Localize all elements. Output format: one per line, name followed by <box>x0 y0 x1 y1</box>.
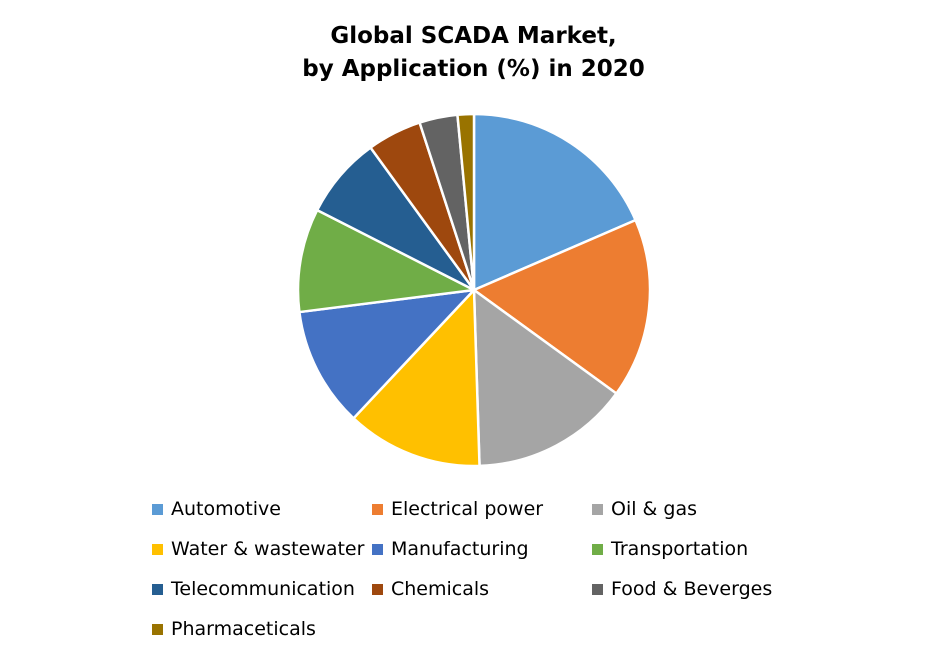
legend-item-pharmaceticals: Pharmaceticals <box>152 614 316 644</box>
legend-label: Transportation <box>611 538 749 560</box>
legend-item-telecommunication: Telecommunication <box>152 574 355 604</box>
legend-swatch <box>152 583 163 595</box>
legend-item-oil-gas: Oil & gas <box>592 494 697 524</box>
pie-slice-manufacturing <box>298 288 476 420</box>
legend-swatch <box>592 543 603 555</box>
legend-item-chemicals: Chemicals <box>372 574 489 604</box>
chart-title-line-1: Global SCADA Market, <box>330 23 617 49</box>
legend-swatch <box>372 503 383 515</box>
legend-label: Electrical power <box>391 498 544 520</box>
legend-item-manufacturing: Manufacturing <box>372 534 529 564</box>
legend-swatch <box>152 623 163 635</box>
legend-label: Manufacturing <box>391 538 529 560</box>
legend-label: Telecommunication <box>171 578 355 600</box>
pie-slice-pharmaceticals <box>456 112 476 292</box>
legend-item-water-wastewater: Water & wastewater <box>152 534 364 564</box>
legend-item-food-beverges: Food & Beverges <box>592 574 772 604</box>
legend-swatch <box>372 543 383 555</box>
pie-slice-oil-gas <box>472 288 618 468</box>
legend-label: Pharmaceticals <box>171 618 316 640</box>
chart-title: Global SCADA Market, by Application (%) … <box>0 20 947 86</box>
legend-swatch <box>152 543 163 555</box>
pie-slice-automotive <box>472 112 637 292</box>
legend-swatch <box>152 503 163 515</box>
legend-item-transportation: Transportation <box>592 534 748 564</box>
legend-label: Water & wastewater <box>171 538 365 560</box>
legend-swatch <box>592 583 603 595</box>
legend-item-automotive: Automotive <box>152 494 281 524</box>
legend-label: Food & Beverges <box>611 578 773 600</box>
legend-item-electrical-power: Electrical power <box>372 494 543 524</box>
pie-slice-water-wastewater <box>352 288 481 468</box>
legend-swatch <box>372 583 383 595</box>
legend-label: Chemicals <box>391 578 490 600</box>
legend-swatch <box>592 503 603 515</box>
legend-label: Automotive <box>171 498 281 520</box>
pie-slice-transportation <box>296 208 476 314</box>
pie-slice-electrical-power <box>472 218 652 395</box>
legend-label: Oil & gas <box>611 498 698 520</box>
chart-title-line-2: by Application (%) in 2020 <box>302 56 645 82</box>
